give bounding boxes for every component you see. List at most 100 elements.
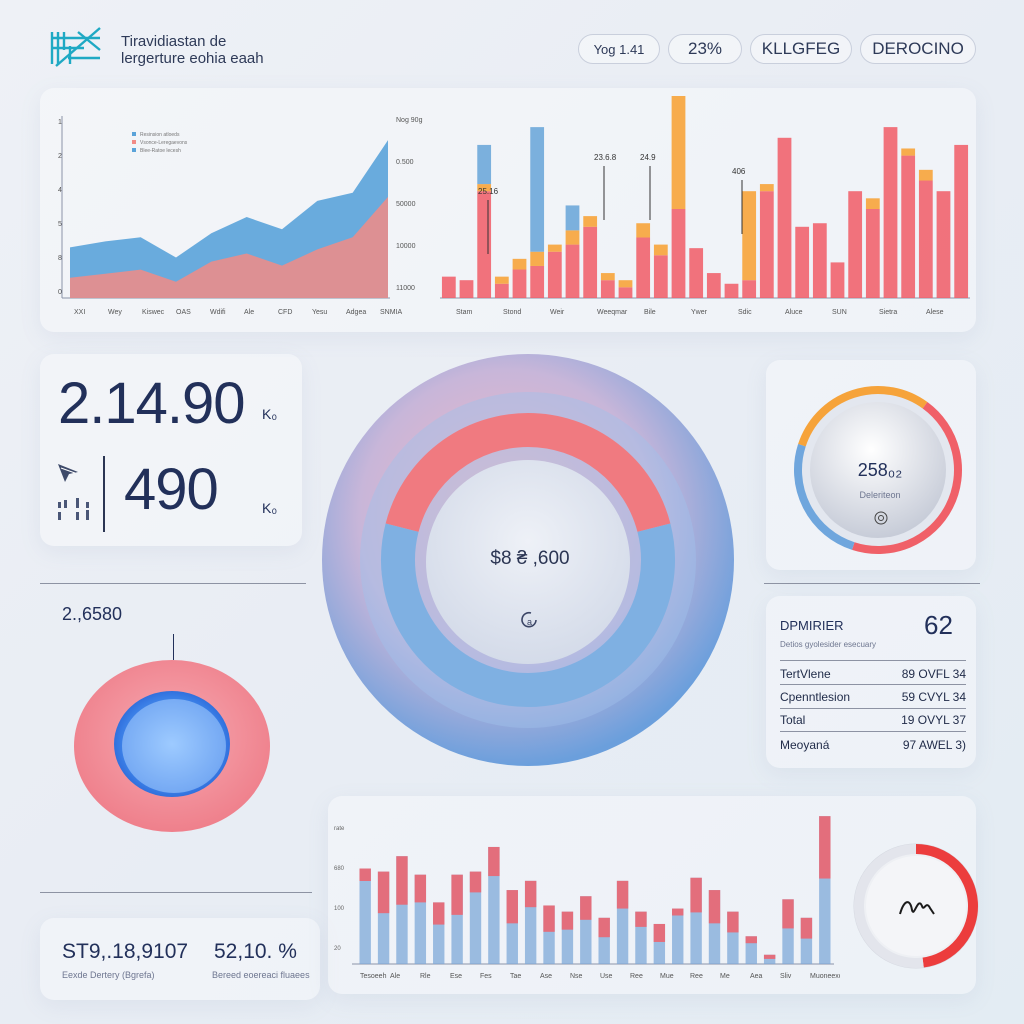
top-bar (494, 276, 509, 284)
top-bar (777, 137, 792, 298)
legend-row-label: TertVlene (780, 667, 831, 681)
svg-text:a: a (527, 617, 532, 627)
bottom-bar-red (598, 917, 610, 938)
legend-row-value: 97 AWEL 3) (902, 738, 966, 752)
top-bar (918, 180, 933, 298)
bottom-bar-x-tick: Fes (480, 973, 492, 980)
top-bar (653, 255, 668, 298)
bottom-bar-red (690, 877, 702, 913)
filter-pill-category[interactable]: KLLGFEG (750, 34, 852, 64)
filter-pill-percent[interactable]: 23% (668, 34, 742, 64)
bottom-bar-red (580, 896, 592, 920)
top-bar-x-tick: Ywer (691, 309, 708, 316)
bottom-bar-blue (561, 911, 574, 964)
top-bar-x-tick: Bile (644, 309, 656, 316)
bottom-bar-red (727, 911, 739, 933)
bottom-bar-x-tick: Ree (690, 973, 703, 980)
bottom-bar-red (708, 890, 721, 924)
area-x-tick: Yesu (312, 309, 327, 316)
bottom-bar-blue (672, 908, 684, 964)
top-bar-x-tick: SUN (832, 309, 847, 316)
kpi-value-2: 490 (124, 457, 219, 522)
bottom-bar-blue (451, 874, 463, 964)
legend-rule-1 (780, 684, 966, 685)
bottom-bar-x-tick: Nse (570, 973, 583, 980)
bottom-bar-blue (524, 880, 537, 964)
top-bar (441, 276, 456, 298)
area-legend-swatch (132, 140, 136, 144)
top-bar (653, 244, 668, 256)
big-donut-chart (322, 354, 734, 766)
top-bar-x-tick: Weir (550, 309, 565, 316)
bottom-bar-blue (819, 816, 831, 964)
bottom-bar-blue (506, 890, 518, 964)
bottom-bar-x-tick: Muoneexos (810, 973, 840, 980)
legend-rule-3 (780, 731, 966, 732)
bottom-bar-red (782, 899, 794, 929)
area-y2-tick: 0.500 (396, 159, 414, 166)
top-bar (477, 184, 492, 192)
bottom-bar-red (763, 954, 776, 959)
bottom-bar-x-tick: Me (720, 973, 730, 980)
clock-slice-1 (854, 844, 924, 968)
top-bar (477, 144, 492, 185)
footer-label-1: Eexde Dertery (Bgrefa) (62, 970, 155, 980)
top-bar (883, 127, 898, 299)
bottom-bar-blue (763, 954, 776, 964)
legend-row-0: TertVlene 89 OVFL 34 (780, 667, 966, 681)
top-bar (724, 283, 739, 298)
top-bar (954, 144, 969, 298)
top-bar (865, 198, 880, 209)
top-bar (600, 273, 615, 281)
area-x-tick: Adgea (346, 309, 366, 316)
top-bar (530, 251, 545, 266)
footer-value-2: 52,10. % (214, 940, 297, 963)
bottom-bar-x-tick: Tesoeeh (360, 973, 387, 980)
area-x-tick: CFD (278, 309, 292, 316)
area-legend-label: Blee-Ratoe lecesh (140, 148, 181, 154)
top-bar (936, 191, 951, 298)
footer-kpi-panel (40, 918, 320, 1000)
gauge-info-icon[interactable] (873, 510, 889, 526)
filter-pill-date[interactable]: Yog 1.41 (578, 34, 660, 64)
bottom-bar-red (819, 816, 831, 879)
clock-slice-0 (915, 844, 978, 968)
bottom-bar-blue (690, 877, 702, 964)
legend-big-number: 62 (924, 610, 953, 640)
bottom-bar-blue (414, 874, 427, 964)
footer-value-1: ST9,.18,9107 (62, 940, 189, 963)
bottom-bar-red (359, 868, 371, 881)
bottom-bar-red (451, 874, 463, 915)
area-legend-swatch (132, 148, 136, 152)
area-legend-swatch (132, 132, 136, 136)
bottom-bar-red (561, 911, 574, 930)
top-bar (600, 280, 615, 298)
top-bar (512, 258, 527, 270)
top-bar (583, 216, 598, 227)
area-y2-tick: 50000 (396, 201, 416, 208)
bottom-bar-x-tick: Ese (450, 973, 462, 980)
bottom-bar-blue (433, 902, 445, 964)
kpi-unit-1: K₀ (262, 406, 278, 422)
area-x-tick: Wdifi (210, 309, 226, 316)
footer-label-2: Bereed eoereaci fluaees (212, 970, 310, 980)
ring-pointer (173, 634, 174, 660)
bottom-bar-y-tick: 680 (334, 866, 345, 872)
bottom-bar-x-tick: Ree (630, 973, 643, 980)
area-y-tick: 4 (58, 187, 62, 194)
bottom-bar-blue (635, 911, 647, 964)
area-y-tick: 0 (58, 289, 62, 296)
ring-small-value: 2.,6580 (62, 604, 123, 624)
bottom-bar-red (524, 880, 537, 908)
top-bar-annotation: 25.16 (478, 187, 499, 196)
legend-row-value: 89 OVFL 34 (901, 667, 966, 681)
filter-pill-region[interactable]: DEROCINO (860, 34, 976, 64)
legend-row-label: Meoyaná (780, 738, 830, 752)
brand-title: Tiravidiastan de lergerture eohia eaah (121, 33, 264, 67)
bottom-bar-red (635, 911, 647, 927)
top-bar-x-tick: Alese (926, 309, 944, 316)
top-bar-chart: 25.16 23.6.8 24.9 406 Stam Stond Weir Weeqmar Bi… (440, 96, 970, 316)
refresh-icon[interactable]: a (517, 608, 541, 632)
bottom-bar-blue (543, 905, 555, 964)
